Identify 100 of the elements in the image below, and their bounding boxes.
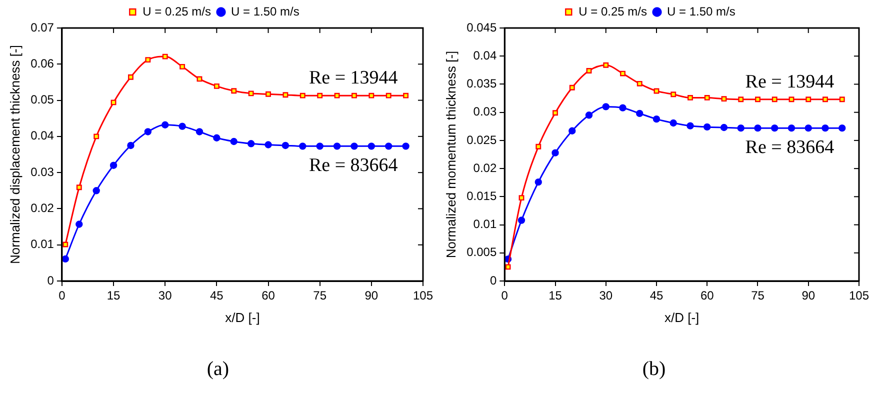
point [586,68,592,74]
point [403,92,409,98]
y-tick-label: 0.01 [30,237,54,252]
point [386,92,392,98]
x-tick-label: 0 [501,288,508,303]
y-tick-label: 0.07 [30,20,54,34]
annotation: Re = 83664 [308,155,398,176]
point [838,124,846,132]
y-tick-label: 0 [47,273,54,288]
point [92,187,100,194]
point [737,124,744,132]
y-axis-title: Normalized momentum thickness [-] [443,50,458,258]
point [213,134,220,142]
legend-label: U = 0.25 m/s [142,4,212,18]
text: (b) [641,358,667,381]
x-tick-label: 105 [848,288,870,303]
annotation: Re = 13944 [745,71,835,92]
point [755,96,760,102]
y-tick-label: 0.05 [30,92,54,107]
point [76,184,82,190]
point [214,83,220,89]
point [670,119,677,127]
point [145,57,151,63]
point [552,110,558,116]
point [788,96,794,102]
point [128,74,134,80]
text: (a) [206,358,230,381]
point [264,141,272,148]
point [350,142,358,150]
y-tick-label: 0.03 [30,164,54,179]
point [196,128,204,136]
legend-label: U = 1.50 m/s [667,4,736,18]
point [230,138,238,146]
annotation: Re = 83664 [745,137,835,158]
legend-label: U = 1.50 m/s [231,4,300,18]
point [178,122,186,130]
point [636,80,642,86]
x-tick-label: 60 [700,288,714,303]
point [180,64,186,70]
x-tick-label: 45 [210,288,224,303]
point [754,124,762,132]
point [127,142,134,150]
point [299,142,306,150]
point [652,115,660,123]
point [144,128,152,136]
y-tick-label: 0.025 [466,132,497,147]
point [518,216,526,224]
x-tick-label: 105 [412,288,434,303]
point [636,110,644,118]
x-tick-label: 75 [313,288,327,303]
point [704,123,711,131]
point [266,91,271,97]
y-tick-label: 0.04 [30,128,54,143]
x-tick-label: 90 [802,288,816,303]
point [536,144,542,150]
legend-label: U = 0.25 m/s [578,4,648,18]
point [505,264,511,270]
x-axis-title: x/D [-] [664,310,700,325]
point [231,88,237,94]
point [804,124,812,132]
point [316,142,324,150]
y-axis-title: Normalized displacement thickness [-] [7,45,22,264]
y-tick-label: 0.005 [466,245,497,260]
point [720,124,728,132]
y-tick-label: 0 [490,273,497,288]
point [248,90,254,96]
x-tick-label: 0 [58,288,66,303]
point [518,195,524,201]
point [721,96,727,102]
x-axis-title: x/D [-] [225,310,260,325]
y-tick-label: 0.04 [473,48,497,62]
point [772,96,778,102]
point [688,94,693,100]
point [333,142,341,150]
x-tick-label: 30 [158,288,172,303]
point [247,140,255,148]
point [568,127,576,134]
point [670,92,676,98]
point [334,92,340,98]
point [162,54,168,60]
y-tick-label: 0.03 [473,104,497,119]
point [300,92,306,98]
point [282,142,290,150]
point [162,121,169,128]
point [620,70,626,76]
point [368,92,374,98]
point [385,142,392,150]
point [686,122,694,130]
point [368,142,376,150]
y-tick-label: 0.015 [466,188,497,203]
point [569,84,575,90]
point [402,142,410,150]
point [602,103,610,110]
x-tick-label: 45 [650,288,664,303]
point [317,92,323,98]
point [704,94,710,100]
y-tick-label: 0.02 [30,201,54,216]
point [352,92,357,98]
point [62,255,69,263]
point [806,96,812,102]
